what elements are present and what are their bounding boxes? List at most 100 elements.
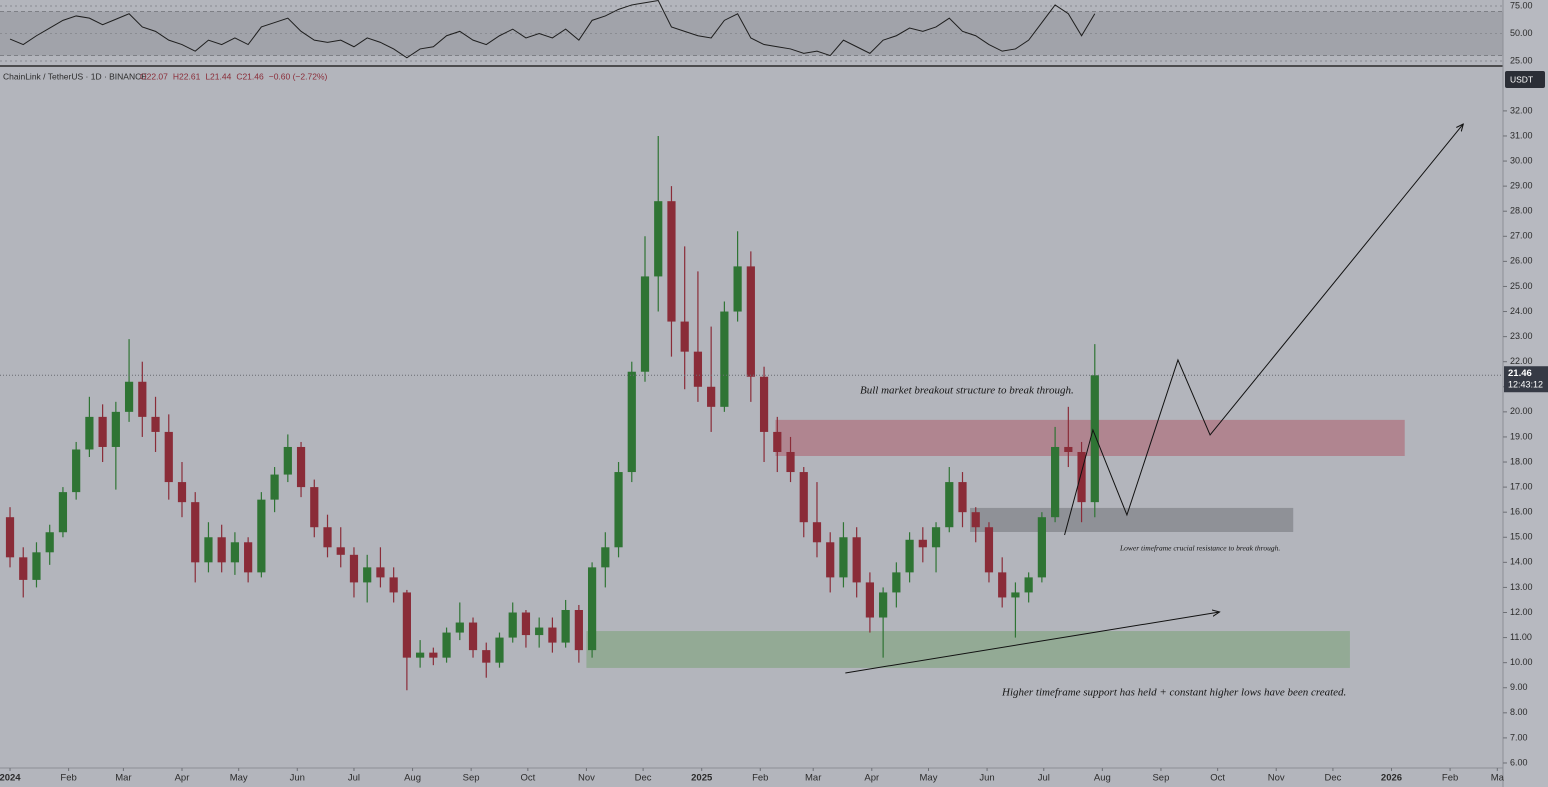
candle-body [667, 201, 676, 322]
candle-body [244, 542, 253, 573]
ohlc-value: H22.61 [173, 71, 201, 81]
x-tick-label: Jul [1038, 773, 1050, 784]
candle-body [984, 527, 994, 573]
y-tick-label: 12.00 [1510, 607, 1533, 617]
candle-body [468, 622, 478, 651]
candle-body [429, 652, 438, 658]
candle-body [111, 411, 120, 447]
candle-body [495, 637, 504, 663]
candle-body [455, 622, 464, 633]
candle-body [693, 351, 703, 387]
zone [970, 507, 1294, 532]
candle-body [1077, 451, 1086, 503]
projection-path [1064, 124, 1464, 536]
candle-body [124, 381, 134, 412]
x-tick-label: Feb [752, 773, 768, 784]
candle-body [177, 482, 187, 503]
y-tick-label: 26.00 [1510, 256, 1533, 266]
x-tick-label: Mar [805, 773, 821, 784]
candle-body [1024, 577, 1033, 593]
candle-body [574, 609, 583, 651]
x-tick-label: Dec [635, 773, 652, 784]
y-tick-label: 22.00 [1510, 356, 1533, 366]
candle-body [535, 627, 544, 636]
candle-body [945, 482, 954, 528]
candle-body [826, 542, 835, 578]
x-tick-label: Feb [1442, 773, 1458, 784]
y-tick-label: 29.00 [1510, 181, 1533, 191]
x-tick-label: Aug [1094, 773, 1111, 784]
candle-body [1064, 446, 1073, 452]
ohlc-value: L21.44 [205, 71, 231, 81]
x-tick-label: May [230, 773, 248, 784]
x-tick-label: May [920, 773, 938, 784]
candle-body [164, 431, 173, 483]
ohlc-value: −0.60 (−2.72%) [269, 71, 328, 81]
currency-badge [1505, 71, 1545, 88]
candle-body [958, 482, 967, 513]
y-tick-label: 23.00 [1510, 331, 1533, 341]
y-tick-label: 18.00 [1510, 456, 1533, 466]
y-tick-label: 17.00 [1510, 481, 1533, 491]
x-tick-label: Nov [578, 773, 595, 784]
zone [586, 631, 1350, 668]
x-tick-label: Oct [520, 773, 535, 784]
x-tick-label: 2024 [0, 773, 21, 784]
annotation: Higher timeframe support has held + cons… [1001, 687, 1346, 699]
y-tick-label: 14.00 [1510, 557, 1533, 567]
candle-body [720, 311, 729, 407]
x-tick-label: Aug [404, 773, 421, 784]
y-tick-label: 13.00 [1510, 582, 1533, 592]
candle-body [323, 527, 332, 548]
candle-body [230, 542, 240, 563]
rsi-tick-label: 25.00 [1510, 55, 1533, 65]
candle-body [19, 557, 28, 580]
y-tick-label: 20.00 [1510, 406, 1533, 416]
candle-body [442, 632, 451, 658]
price-badge [1504, 366, 1548, 393]
candle-body [296, 446, 306, 488]
currency: USDT [1510, 74, 1533, 84]
last-price: 21.46 [1508, 368, 1532, 379]
x-tick-label: Nov [1268, 773, 1285, 784]
candle-body [521, 612, 531, 636]
zones [586, 419, 1405, 668]
y-tick-label: 19.00 [1510, 431, 1533, 441]
candle-body [204, 537, 213, 563]
candle-body [786, 451, 795, 473]
candle-body [191, 502, 200, 563]
candle-body [389, 577, 398, 593]
y-tick-label: 7.00 [1510, 732, 1528, 742]
x-tick-label: Jun [979, 773, 994, 784]
y-tick-label: 9.00 [1510, 682, 1528, 692]
candle-body [1011, 592, 1020, 598]
x-tick-label: Oct [1210, 773, 1225, 784]
candle-body [601, 547, 610, 568]
candle-body [5, 517, 15, 558]
symbol: ChainLink / TetherUS · 1D · BINANCE [3, 71, 147, 81]
trendline [845, 612, 1219, 674]
candle-body [482, 650, 491, 663]
countdown: 12:43:12 [1508, 380, 1543, 390]
candle-body [138, 381, 147, 417]
candle-body [759, 376, 769, 432]
candle-body [587, 567, 597, 651]
candle-body [310, 487, 319, 528]
candle-body [892, 572, 901, 593]
candle-body [799, 472, 808, 523]
candle-body [402, 592, 411, 658]
candle-body [998, 572, 1007, 598]
candle-body [257, 499, 266, 573]
candle-body [151, 416, 160, 432]
candle-body [614, 472, 623, 548]
candle-body [217, 537, 226, 563]
y-tick-label: 8.00 [1510, 707, 1528, 717]
y-tick-label: 30.00 [1510, 155, 1533, 165]
candle-body [32, 552, 41, 580]
candle-body [733, 266, 742, 312]
candle-body [349, 554, 359, 583]
ohlc-value: O22.07 [140, 71, 168, 81]
